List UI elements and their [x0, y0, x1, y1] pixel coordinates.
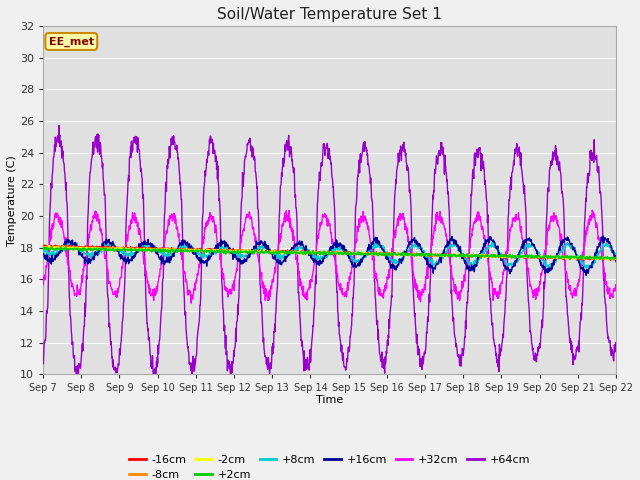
Title: Soil/Water Temperature Set 1: Soil/Water Temperature Set 1: [217, 7, 442, 22]
Legend: -16cm, -8cm, -2cm, +2cm, +8cm, +16cm, +32cm, +64cm: -16cm, -8cm, -2cm, +2cm, +8cm, +16cm, +3…: [129, 455, 530, 480]
Text: EE_met: EE_met: [49, 36, 94, 47]
X-axis label: Time: Time: [316, 395, 343, 405]
Y-axis label: Temperature (C): Temperature (C): [7, 155, 17, 245]
